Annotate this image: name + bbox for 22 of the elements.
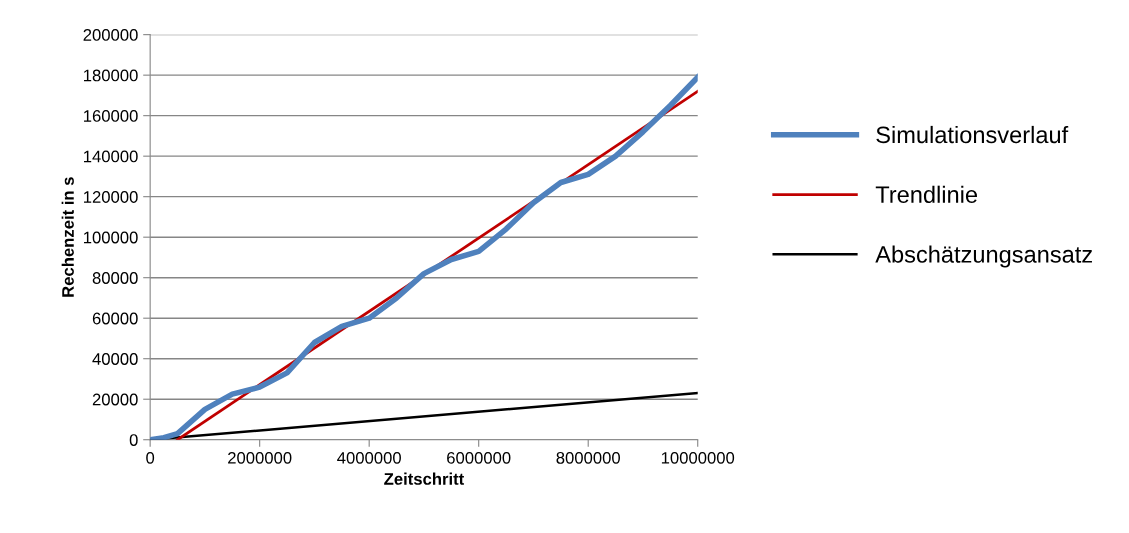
y-tick-label: 180000: [84, 69, 138, 82]
legend-label: Simulationsverlauf: [876, 125, 1069, 144]
y-tick-label: 60000: [92, 312, 138, 325]
x-tick-label: 2000000: [228, 451, 292, 464]
y-tick-label: 200000: [83, 29, 138, 41]
y-tick-label: 120000: [84, 191, 138, 203]
y-tick-label: 160000: [84, 110, 138, 122]
x-tick-label: 0: [146, 451, 155, 464]
y-tick-label: 80000: [92, 272, 138, 284]
x-tick-label: 4000000: [337, 451, 401, 464]
x-axis-title: Zeitschritt: [384, 472, 465, 485]
y-tick-label: 140000: [84, 150, 138, 163]
legend-label: Trendlinie: [875, 185, 977, 204]
y-tick-label: 20000: [92, 393, 138, 406]
x-tick-label: 10000000: [661, 451, 735, 464]
x-tick-label: 6000000: [447, 451, 511, 464]
x-tick-label: 8000000: [556, 451, 620, 464]
y-tick-label: 0: [129, 434, 138, 446]
y-axis-title: Rechenzeit in s: [61, 177, 74, 297]
legend-label: Abschätzungsansatz: [875, 245, 1092, 268]
y-tick-label: 40000: [92, 353, 138, 365]
y-tick-label: 100000: [84, 231, 138, 244]
